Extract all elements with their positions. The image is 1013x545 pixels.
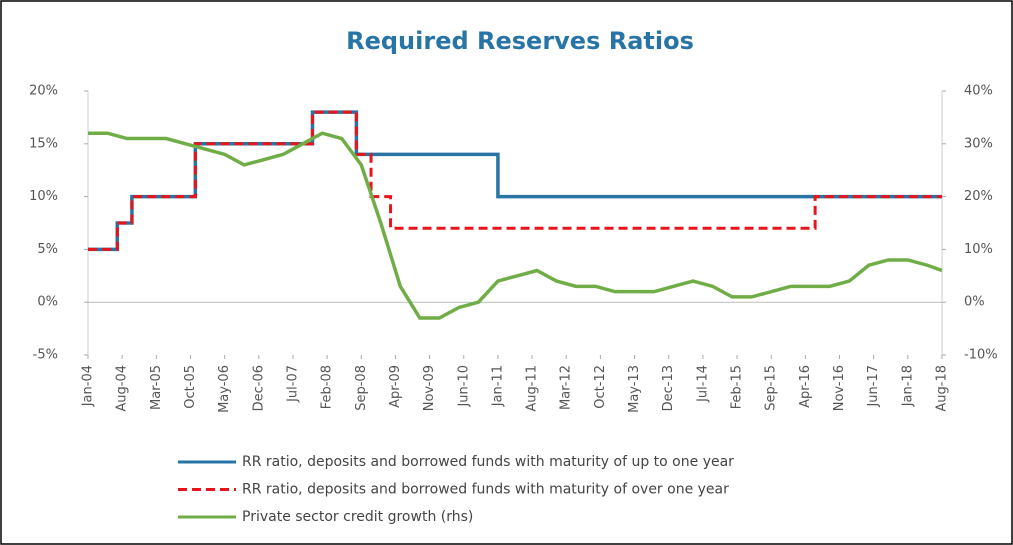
x-tick-label: Sep-15 xyxy=(764,365,779,411)
y2-tick-label: -10% xyxy=(964,348,998,363)
x-tick-label: Jun-10 xyxy=(456,365,471,408)
y-tick-label: 20% xyxy=(29,84,58,99)
x-tick-label: Mar-05 xyxy=(149,365,164,410)
y2-tick-label: 10% xyxy=(964,242,993,257)
y2-tick-label: 20% xyxy=(964,189,993,204)
x-tick-label: Oct-05 xyxy=(183,365,198,409)
x-tick-label: May-13 xyxy=(627,365,642,413)
x-tick-label: Jan-04 xyxy=(81,365,96,407)
x-tick-label: Sep-08 xyxy=(354,365,369,411)
x-tick-label: Jul-07 xyxy=(285,365,300,403)
x-tick-label: Aug-04 xyxy=(115,365,130,412)
legend-label: RR ratio, deposits and borrowed funds wi… xyxy=(242,454,734,470)
y-tick-label: 10% xyxy=(29,189,58,204)
x-tick-label: Jul-14 xyxy=(695,365,710,403)
x-tick-label: Jun-17 xyxy=(866,365,881,408)
x-tick-label: Jan-11 xyxy=(490,365,505,407)
legend-label: Private sector credit growth (rhs) xyxy=(242,509,473,525)
x-tick-label: Apr-09 xyxy=(388,365,403,408)
y-tick-label: -5% xyxy=(33,348,58,363)
series-line xyxy=(88,110,942,251)
legend-label: RR ratio, deposits and borrowed funds wi… xyxy=(242,482,729,498)
x-tick-label: Dec-13 xyxy=(661,365,676,411)
x-tick-label: Aug-11 xyxy=(525,365,540,412)
y-tick-label: 0% xyxy=(37,295,58,310)
y2-tick-label: 30% xyxy=(964,136,993,151)
y2-tick-label: 40% xyxy=(964,84,993,99)
y-tick-label: 5% xyxy=(37,242,58,257)
series-line xyxy=(88,131,943,320)
x-tick-label: Feb-08 xyxy=(320,365,335,409)
x-tick-label: Oct-12 xyxy=(593,365,608,409)
x-tick-label: Aug-18 xyxy=(935,365,950,412)
x-tick-label: Nov-09 xyxy=(422,365,437,411)
x-tick-label: Nov-16 xyxy=(832,365,847,411)
x-tick-label: May-06 xyxy=(217,365,232,413)
x-tick-label: Apr-16 xyxy=(798,365,813,408)
y2-tick-label: 0% xyxy=(964,295,985,310)
x-tick-label: Mar-12 xyxy=(559,365,574,410)
x-tick-label: Dec-06 xyxy=(251,365,266,411)
chart-title: Required Reserves Ratios xyxy=(346,27,694,55)
x-tick-label: Jan-18 xyxy=(900,365,915,407)
y-tick-label: 15% xyxy=(29,136,58,151)
x-tick-label: Feb-15 xyxy=(730,365,745,409)
